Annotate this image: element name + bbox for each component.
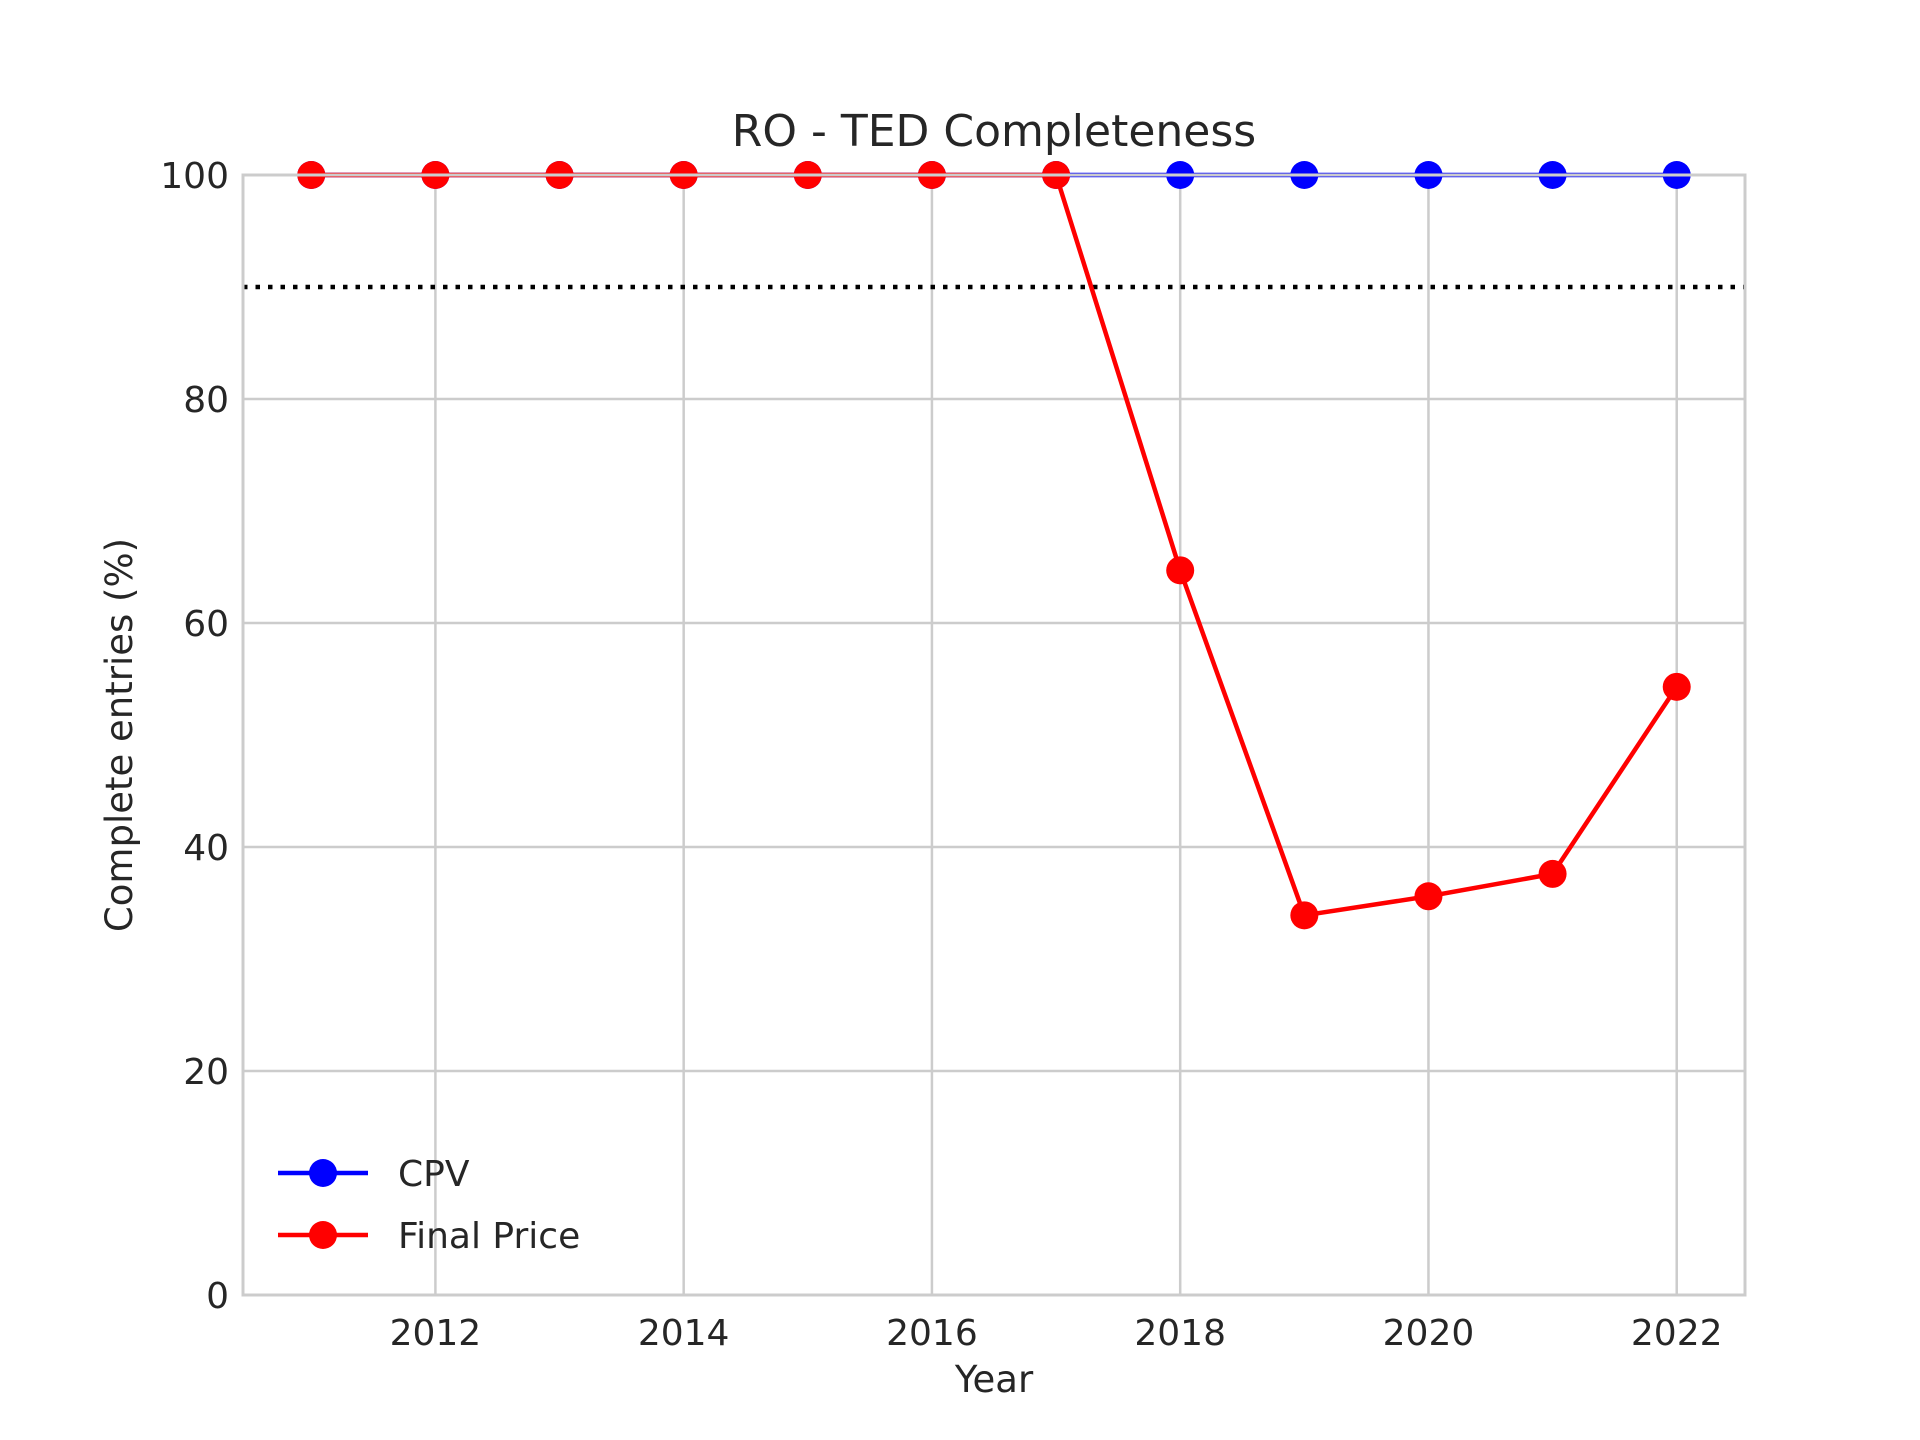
x-tick-label: 2014 xyxy=(638,1313,730,1354)
x-tick-label: 2016 xyxy=(886,1313,978,1354)
legend-label: CPV xyxy=(398,1154,470,1195)
data-point xyxy=(1166,556,1195,585)
legend-entry: CPV xyxy=(278,1154,470,1195)
x-tick-label: 2012 xyxy=(390,1313,482,1354)
y-tick-label: 20 xyxy=(183,1052,229,1093)
x-tick-label: 2020 xyxy=(1383,1313,1475,1354)
y-axis-label: Complete entries (%) xyxy=(98,538,141,932)
legend: CPV Final Price xyxy=(278,1154,580,1257)
y-tick-label: 0 xyxy=(206,1276,229,1317)
x-axis-label: Year xyxy=(954,1358,1034,1401)
y-tick-label: 60 xyxy=(183,604,229,645)
series-group xyxy=(297,161,1691,930)
data-point xyxy=(1662,672,1691,701)
legend-marker xyxy=(309,1221,337,1249)
legend-marker xyxy=(309,1159,337,1187)
data-point xyxy=(1414,882,1443,911)
x-tick-label: 2022 xyxy=(1631,1313,1723,1354)
y-tick-label: 100 xyxy=(160,156,229,197)
data-point xyxy=(1290,901,1319,930)
legend-entry: Final Price xyxy=(278,1216,580,1257)
y-tick-label: 40 xyxy=(183,828,229,869)
x-tick-labels: 2012 2014 2016 2018 2020 2022 xyxy=(390,1313,1723,1354)
chart-title: RO - TED Completeness xyxy=(732,106,1256,157)
y-tick-label: 80 xyxy=(183,380,229,421)
grid xyxy=(243,173,1745,1297)
data-point xyxy=(1538,859,1567,888)
series-1 xyxy=(297,161,1691,930)
plot-frame xyxy=(241,173,1747,1297)
y-tick-labels: 0 20 40 60 80 100 xyxy=(160,156,229,1317)
legend-label: Final Price xyxy=(398,1216,580,1257)
x-tick-label: 2018 xyxy=(1134,1313,1226,1354)
